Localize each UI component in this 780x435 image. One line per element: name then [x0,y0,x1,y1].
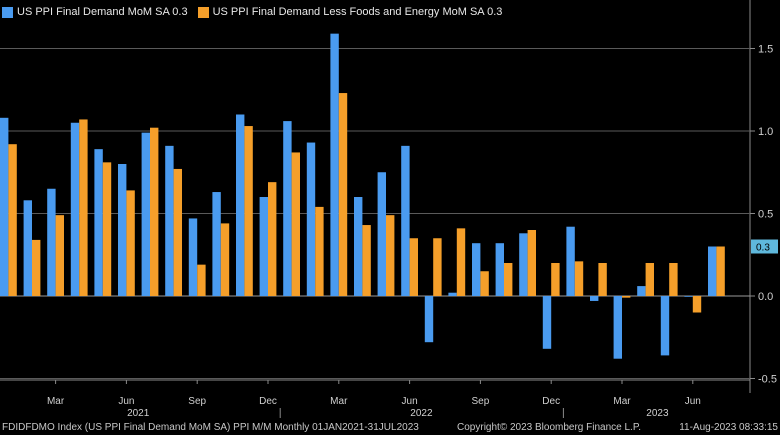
x-month-label: Jun [118,396,134,407]
bar-orange [645,263,654,296]
bar-blue [0,117,9,296]
bar-blue [708,246,717,296]
bar-orange [574,261,584,296]
y-tick-label: 0.0 [758,291,773,303]
bar-blue [306,142,316,296]
bar-blue [424,296,434,343]
x-month-label: Jun [402,396,418,407]
legend-item-blue[interactable]: US PPI Final Demand MoM SA 0.3 [2,6,188,18]
bar-orange [338,93,348,296]
bar-blue [566,226,575,296]
bar-orange [386,215,395,296]
x-month-label: Dec [259,396,277,407]
bar-orange [598,263,607,296]
bar-orange [480,271,489,296]
bar-blue [613,296,622,359]
x-year-label: 2022 [410,408,433,419]
bar-blue [165,145,174,296]
bar-blue [519,233,528,296]
x-month-label: Dec [542,396,560,407]
bar-orange [268,182,277,296]
bar-orange [362,225,371,296]
bar-orange [55,215,64,296]
bar-orange [8,144,17,296]
bar-orange [551,263,560,296]
bar-orange [669,263,678,296]
bar-blue [660,296,670,356]
legend-label-blue: US PPI Final Demand MoM SA 0.3 [17,6,188,18]
y-tick-label: -0.5 [758,374,777,386]
x-month-label: Mar [47,396,65,407]
bar-orange [102,162,112,296]
bar-blue [377,172,386,296]
bar-blue [354,197,363,296]
bar-blue [637,286,646,296]
bar-blue [448,292,457,296]
last-value-badge [751,239,778,254]
bar-orange [79,119,88,296]
x-month-label: Sep [472,396,490,407]
bar-blue [283,121,292,296]
bar-blue [590,296,599,301]
bar-blue [401,145,410,296]
bar-blue [212,192,221,296]
bar-blue [330,33,339,297]
footer-index-info: FDIDFDMO Index (US PPI Final Demand MoM … [2,422,419,433]
bar-orange [126,190,135,296]
legend-label-orange: US PPI Final Demand Less Foods and Energ… [212,6,503,18]
bar-orange [173,168,182,296]
bar-orange [32,239,41,296]
bar-blue [94,149,103,296]
x-year-label: 2021 [127,408,150,419]
bar-blue [70,122,80,296]
last-value-label: 0.3 [756,243,770,254]
bar-orange [197,264,206,296]
bar-orange [622,296,631,298]
bar-blue [236,114,245,296]
legend-item-orange[interactable]: US PPI Final Demand Less Foods and Energ… [197,6,503,18]
bar-orange [409,238,418,296]
y-tick-label: 1.5 [758,44,773,56]
bar-orange [504,263,513,296]
x-month-label: Mar [330,396,348,407]
bar-orange [692,296,702,313]
x-year-label: 2023 [646,408,669,419]
legend: US PPI Final Demand MoM SA 0.3 US PPI Fi… [2,6,502,18]
footer-copyright: Copyright© 2023 Bloomberg Finance L.P. [457,422,641,433]
bar-orange [150,127,159,296]
legend-swatch-orange [197,6,209,18]
bar-orange [527,230,536,296]
x-month-label: Mar [613,396,631,407]
bar-blue [259,197,268,296]
y-tick-label: 1.0 [758,126,773,138]
x-month-label: Sep [188,396,206,407]
bar-orange [291,152,300,296]
y-tick-label: 0.5 [758,209,773,221]
legend-swatch-blue [2,6,13,18]
bar-blue [118,164,127,296]
bar-blue [684,296,693,297]
bar-orange [244,126,253,296]
bar-blue [495,243,504,296]
footer: FDIDFDMO Index (US PPI Final Demand MoM … [2,422,778,433]
bar-orange [716,246,725,296]
bar-blue [23,200,32,296]
x-month-label: Jun [685,396,701,407]
bar-blue [542,296,552,349]
bar-orange [220,223,230,296]
footer-timestamp: 11-Aug-2023 08:33:15 [679,422,778,433]
bar-blue [141,132,150,296]
bar-blue [472,243,481,296]
bar-blue [188,218,198,296]
bar-orange [456,228,466,296]
bar-orange [433,238,442,296]
bar-blue [47,188,56,296]
bar-orange [315,206,324,296]
